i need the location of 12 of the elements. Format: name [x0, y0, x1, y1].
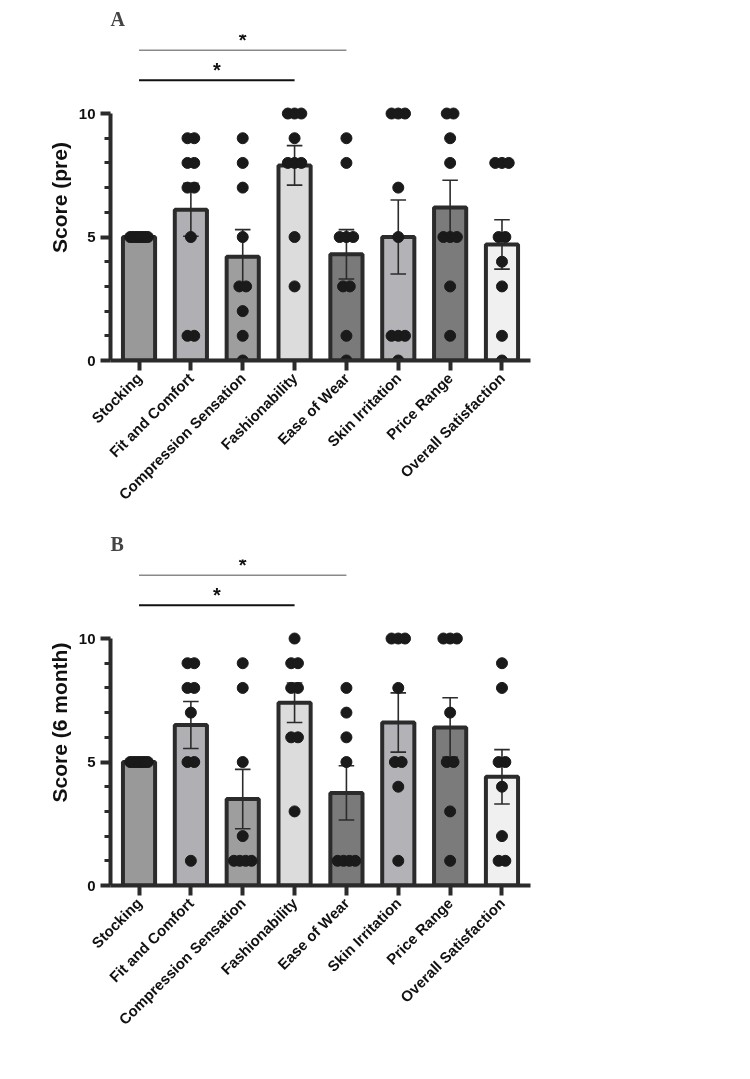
- y-tick-label: 0: [87, 876, 96, 894]
- y-tick-label: 10: [78, 629, 96, 647]
- y-tick-label: 5: [87, 753, 96, 771]
- chart-title: A: [110, 7, 126, 30]
- chart-title: B: [110, 532, 124, 555]
- y-tick-label: 5: [87, 228, 96, 246]
- y-axis-title: Score (pre): [47, 142, 71, 253]
- text: *: [212, 59, 221, 82]
- text: *: [212, 584, 221, 607]
- y-axis-title: Score (6 month): [47, 642, 71, 803]
- y-tick-label: 10: [78, 104, 96, 122]
- y-tick-label: 0: [87, 351, 96, 369]
